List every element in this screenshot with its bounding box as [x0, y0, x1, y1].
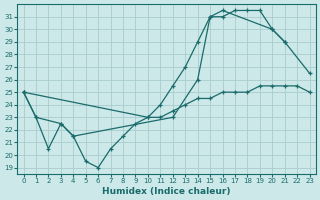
X-axis label: Humidex (Indice chaleur): Humidex (Indice chaleur): [102, 187, 231, 196]
